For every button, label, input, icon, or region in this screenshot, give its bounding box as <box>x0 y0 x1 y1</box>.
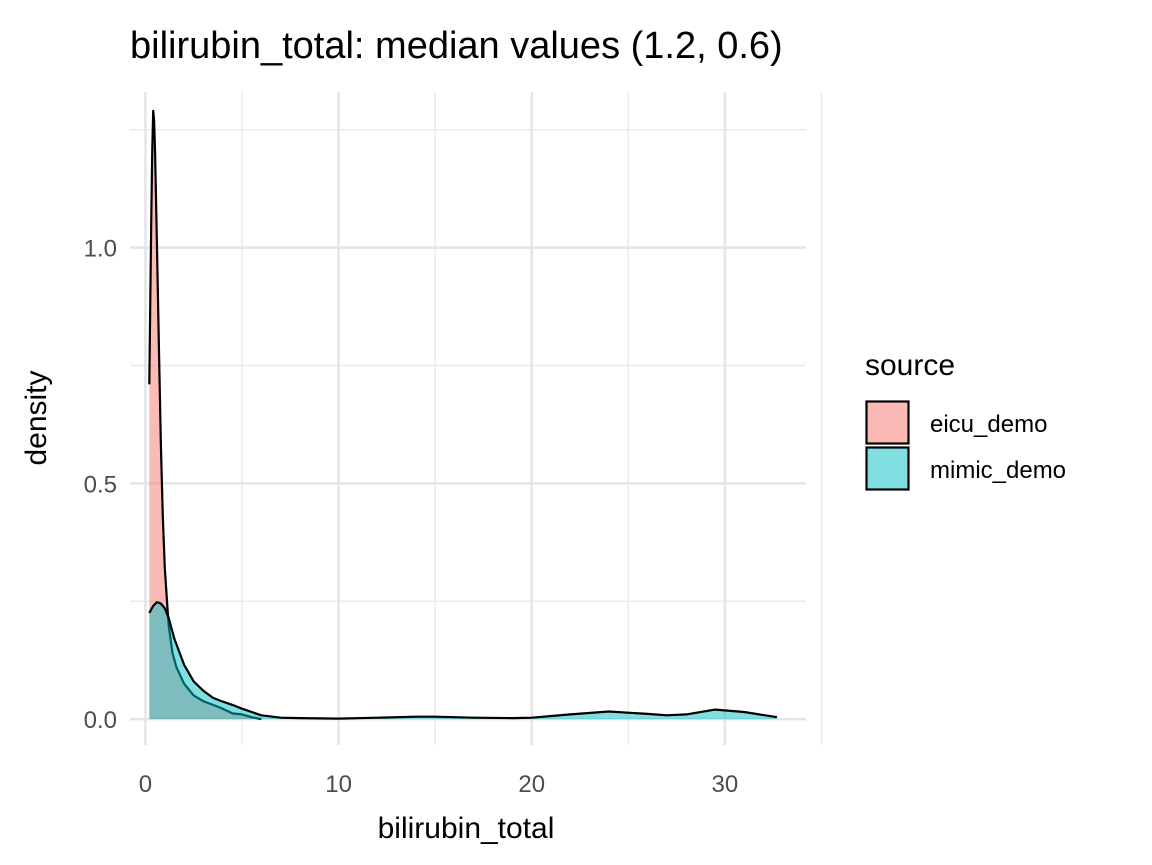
series-layer <box>148 109 778 721</box>
legend-key-mimic-demo <box>865 446 910 491</box>
x-axis-ticks: 0 10 20 30 <box>139 771 738 798</box>
x-tick-label: 20 <box>518 771 545 798</box>
legend: source eicu_demo mimic_demo <box>865 349 1066 491</box>
grid-minor <box>130 92 823 745</box>
x-axis-title: bilirubin_total <box>378 812 555 845</box>
y-tick-label: 0.0 <box>84 707 117 734</box>
x-tick-label: 30 <box>712 771 739 798</box>
density-area-mimic-demo <box>149 602 778 720</box>
legend-key-eicu-demo <box>865 400 910 445</box>
y-axis-title: density <box>20 370 53 465</box>
x-tick-label: 0 <box>139 771 152 798</box>
y-axis-ticks: 0.0 0.5 1.0 <box>84 236 117 734</box>
density-line-mimic-demo <box>148 601 778 720</box>
legend-title: source <box>865 349 955 382</box>
y-tick-label: 0.5 <box>84 471 117 498</box>
legend-label-eicu-demo: eicu_demo <box>930 411 1047 438</box>
chart-title: bilirubin_total: median values (1.2, 0.6… <box>130 25 783 67</box>
x-tick-label: 10 <box>325 771 352 798</box>
legend-label-mimic-demo: mimic_demo <box>930 457 1066 484</box>
legend-items: eicu_demo mimic_demo <box>865 400 1066 491</box>
y-tick-label: 1.0 <box>84 236 117 263</box>
